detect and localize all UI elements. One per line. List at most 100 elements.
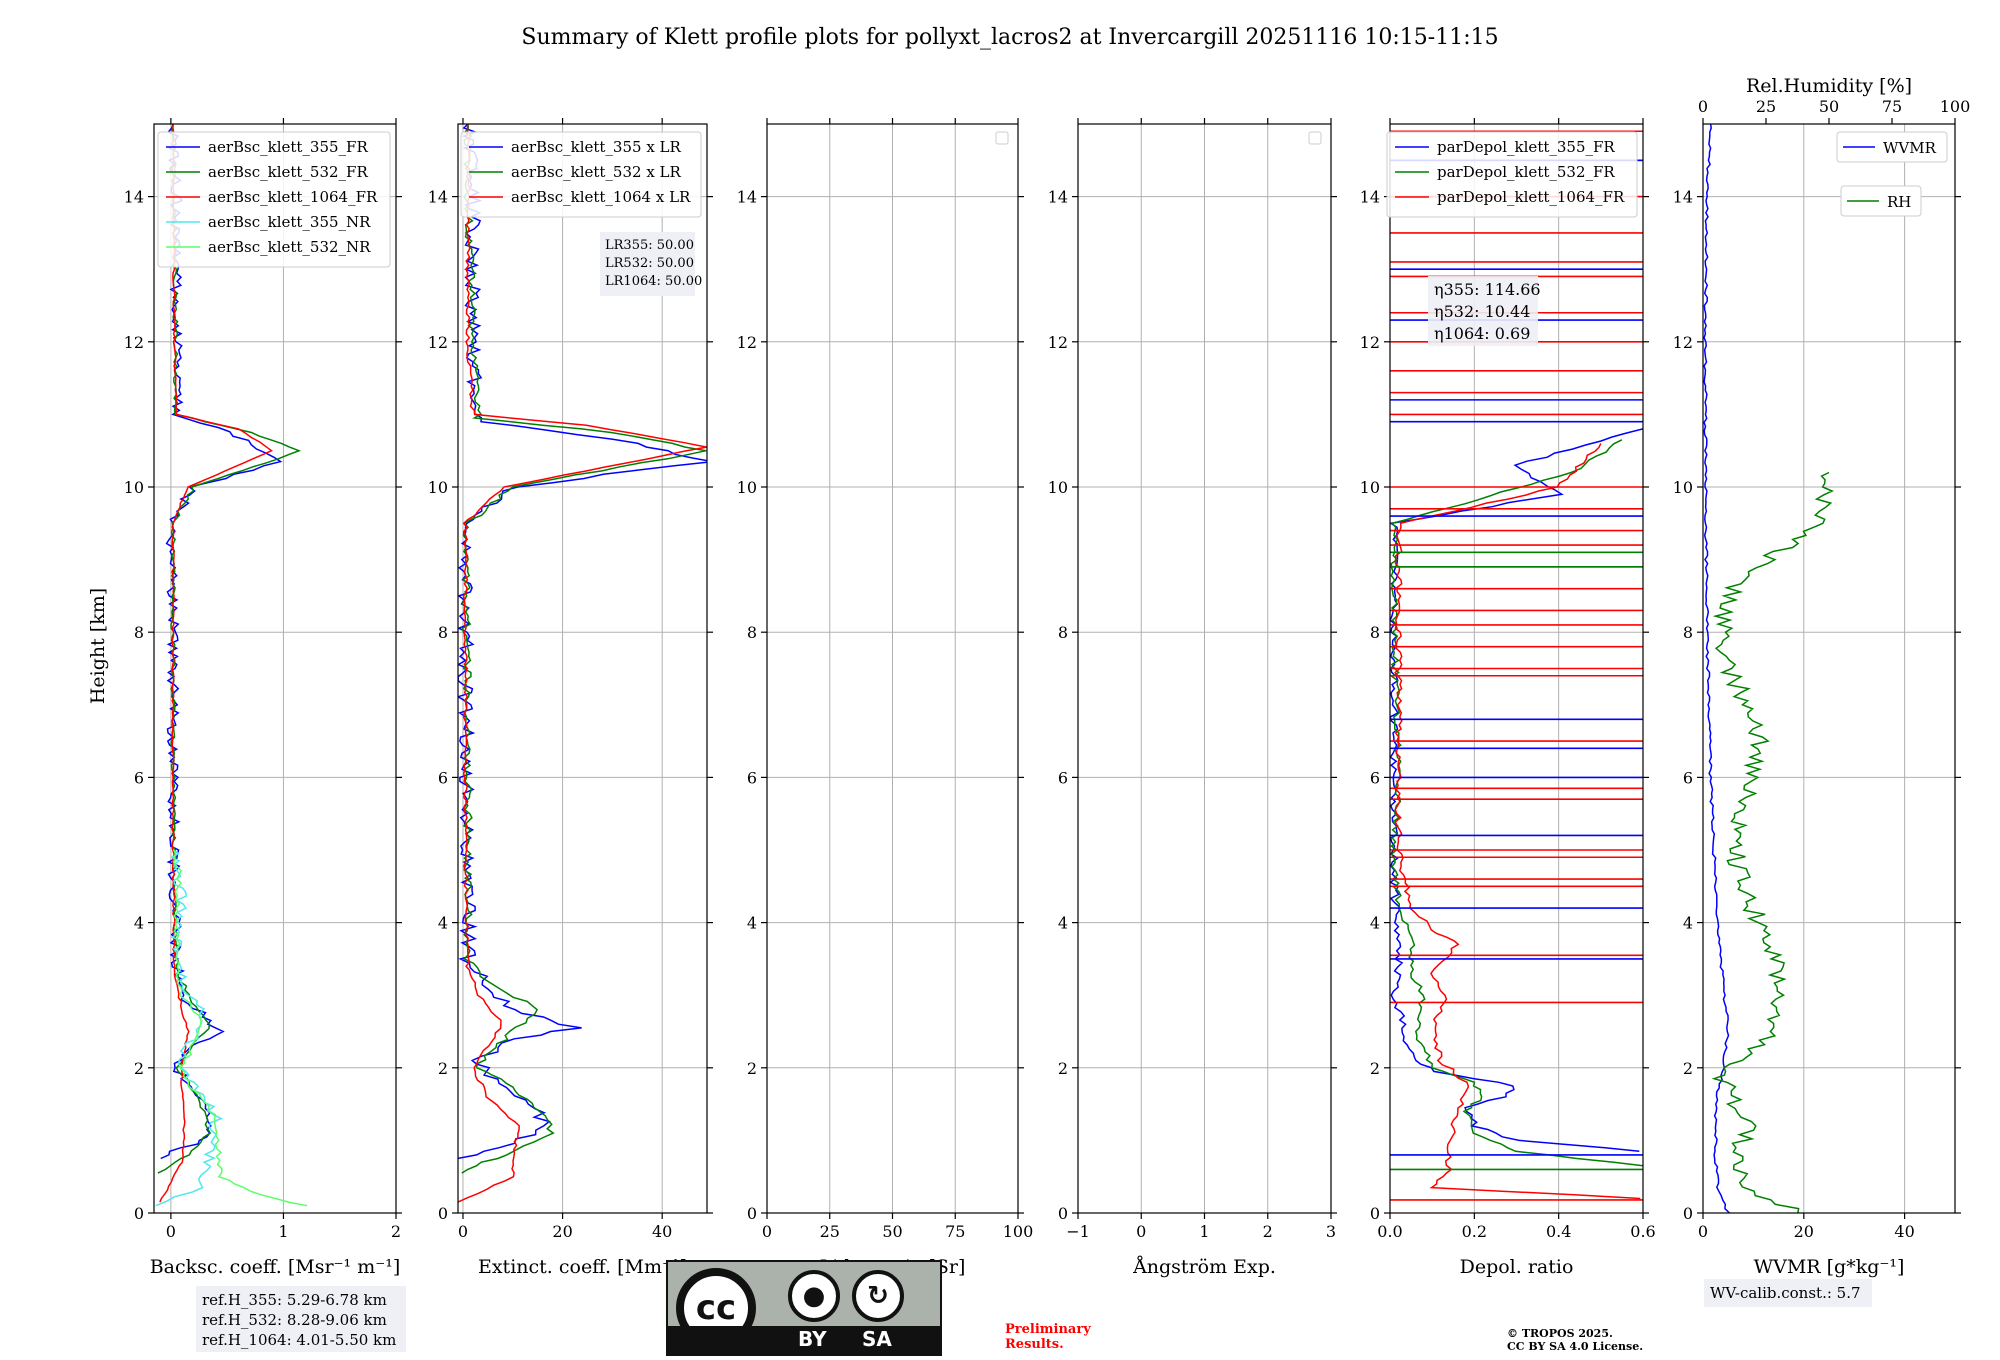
series-line bbox=[160, 124, 283, 1160]
annotation-line: WV-calib.const.: 5.7 bbox=[1710, 1284, 1861, 1302]
axes-frame bbox=[457, 123, 708, 1214]
y-tick-label: 4 bbox=[1683, 914, 1693, 933]
y-tick-label: 0 bbox=[747, 1204, 757, 1223]
legend-label: aerBsc_klett_532_FR bbox=[208, 163, 368, 181]
x-axis-label: Extinct. coeff. [Mm⁻¹] bbox=[478, 1256, 687, 1278]
y-tick-label: 10 bbox=[1673, 478, 1693, 497]
series-line bbox=[458, 124, 707, 1203]
x-tick-label: 75 bbox=[945, 1222, 965, 1241]
y-tick-label: 4 bbox=[1370, 914, 1380, 933]
x-tick-label: 0.6 bbox=[1630, 1222, 1655, 1241]
x-tick-label: 1 bbox=[278, 1222, 288, 1241]
top-x-tick-label: 50 bbox=[1819, 97, 1839, 116]
annotation-bg bbox=[196, 1286, 406, 1352]
y-tick-label: 14 bbox=[737, 188, 757, 207]
y-tick-label: 12 bbox=[737, 333, 757, 352]
y-tick-label: 10 bbox=[428, 478, 448, 497]
annotation-bg bbox=[1704, 1279, 1872, 1307]
axes-frame bbox=[153, 123, 397, 1214]
y-axis-label: Height [km] bbox=[87, 588, 109, 704]
annotation-line: ref.H_355: 5.29-6.78 km bbox=[202, 1291, 387, 1309]
annotation-line: LR532: 50.00 bbox=[605, 256, 694, 271]
panel-extinction: 0 20 40 0 2 4 6 8 10 12 14 Extinct. coeff. [Mm⁻¹] ae… bbox=[428, 118, 713, 1278]
y-tick-label: 6 bbox=[1370, 768, 1380, 787]
top-x-tick-label: 100 bbox=[1940, 97, 1971, 116]
x-tick-label: 0 bbox=[166, 1222, 176, 1241]
preliminary-text: Preliminary bbox=[1005, 1322, 1091, 1337]
legend: aerBsc_klett_355_FR aerBsc_klett_532_FRae… bbox=[157, 131, 391, 268]
legend-frame bbox=[460, 131, 702, 218]
empty-legend-box bbox=[995, 131, 1009, 145]
legend-frame bbox=[157, 131, 391, 268]
y-tick-label: 8 bbox=[1683, 623, 1693, 642]
series-line bbox=[461, 124, 707, 1174]
panel-lidar_ratio: 025507510002468101214Lidar ratio [Sr] bbox=[737, 118, 1034, 1278]
legend-label: parDepol_klett_532_FR bbox=[1437, 163, 1615, 181]
legend-label: aerBsc_klett_355_NR bbox=[208, 213, 371, 231]
y-tick-label: 14 bbox=[124, 188, 144, 207]
cc-license-badge[interactable]: cc ● ↻ BY SA bbox=[666, 1260, 942, 1356]
annotation-line: η532: 10.44 bbox=[1434, 302, 1530, 321]
y-tick-label: 4 bbox=[134, 914, 144, 933]
y-tick-label: 8 bbox=[1370, 623, 1380, 642]
y-tick-label: 12 bbox=[124, 333, 144, 352]
legend-label: parDepol_klett_1064_FR bbox=[1437, 188, 1625, 206]
empty-legend-box bbox=[1308, 131, 1322, 145]
y-tick-label: 10 bbox=[737, 478, 757, 497]
legend: parDepol_klett_355_FR parDepol_klett_532_… bbox=[1386, 131, 1638, 218]
x-tick-label: 0.0 bbox=[1377, 1222, 1402, 1241]
series-line bbox=[172, 849, 308, 1207]
y-tick-label: 0 bbox=[438, 1204, 448, 1223]
series-line bbox=[1394, 443, 1641, 1200]
legend-frame bbox=[1836, 131, 1948, 163]
y-tick-label: 14 bbox=[1360, 188, 1380, 207]
y-tick-label: 8 bbox=[1058, 623, 1068, 642]
x-tick-label: 0 bbox=[762, 1222, 772, 1241]
cc-by-label: BY bbox=[798, 1327, 827, 1351]
y-tick-label: 10 bbox=[1360, 478, 1380, 497]
y-tick-label: 4 bbox=[1058, 914, 1068, 933]
top-x-tick-label: 0 bbox=[1698, 97, 1708, 116]
annotation-box: LR355: 50.00 LR532: 50.00 LR1064: 50.00 bbox=[600, 232, 702, 296]
series-line bbox=[159, 124, 273, 1203]
y-tick-label: 12 bbox=[1048, 333, 1068, 352]
top-x-tick-label: 75 bbox=[1882, 97, 1902, 116]
legend: aerBsc_klett_355 x LR aerBsc_klett_532 x … bbox=[460, 131, 702, 218]
x-tick-label: 100 bbox=[1003, 1222, 1034, 1241]
x-tick-label: 0 bbox=[1136, 1222, 1146, 1241]
x-axis-label: Depol. ratio bbox=[1460, 1256, 1574, 1278]
x-tick-label: 0 bbox=[1698, 1222, 1708, 1241]
series-line bbox=[1390, 439, 1643, 1167]
annotation-line: ref.H_532: 8.28-9.06 km bbox=[202, 1311, 387, 1329]
panel-depol: 0.0 0.2 0.4 0.6 0 2 4 6 8 10 12 14 Depol. ratio parDe… bbox=[1360, 118, 1656, 1278]
x-tick-label: 40 bbox=[1894, 1222, 1914, 1241]
legend-label: aerBsc_klett_1064_FR bbox=[208, 188, 378, 206]
y-tick-label: 10 bbox=[124, 478, 144, 497]
legend-rh: RH bbox=[1840, 185, 1922, 217]
annotation-line: LR355: 50.00 bbox=[605, 238, 694, 253]
x-axis-label: Backsc. coeff. [Msr⁻¹ m⁻¹] bbox=[150, 1256, 401, 1278]
annotation-bg bbox=[1428, 276, 1538, 346]
legend-label: RH bbox=[1887, 193, 1911, 211]
y-tick-label: 2 bbox=[134, 1059, 144, 1078]
series-line bbox=[1711, 471, 1834, 1213]
y-tick-label: 6 bbox=[747, 768, 757, 787]
y-tick-label: 12 bbox=[428, 333, 448, 352]
x-tick-label: 2 bbox=[1263, 1222, 1273, 1241]
y-tick-label: 14 bbox=[428, 188, 448, 207]
y-tick-label: 4 bbox=[747, 914, 757, 933]
y-tick-label: 10 bbox=[1048, 478, 1068, 497]
preliminary-text: Results. bbox=[1005, 1337, 1064, 1352]
axes-frame bbox=[1389, 123, 1644, 1214]
x-tick-label: 20 bbox=[1794, 1222, 1814, 1241]
copyright-text: CC BY SA 4.0 License. bbox=[1507, 1340, 1643, 1353]
series-group bbox=[155, 124, 308, 1207]
annotation-box: η355: 114.66 η532: 10.44 η1064: 0.69 bbox=[1428, 276, 1541, 346]
annotation-line: LR1064: 50.00 bbox=[605, 274, 702, 289]
x-tick-label: 20 bbox=[552, 1222, 572, 1241]
y-tick-label: 2 bbox=[1058, 1059, 1068, 1078]
y-tick-label: 4 bbox=[438, 914, 448, 933]
y-tick-label: 2 bbox=[438, 1059, 448, 1078]
